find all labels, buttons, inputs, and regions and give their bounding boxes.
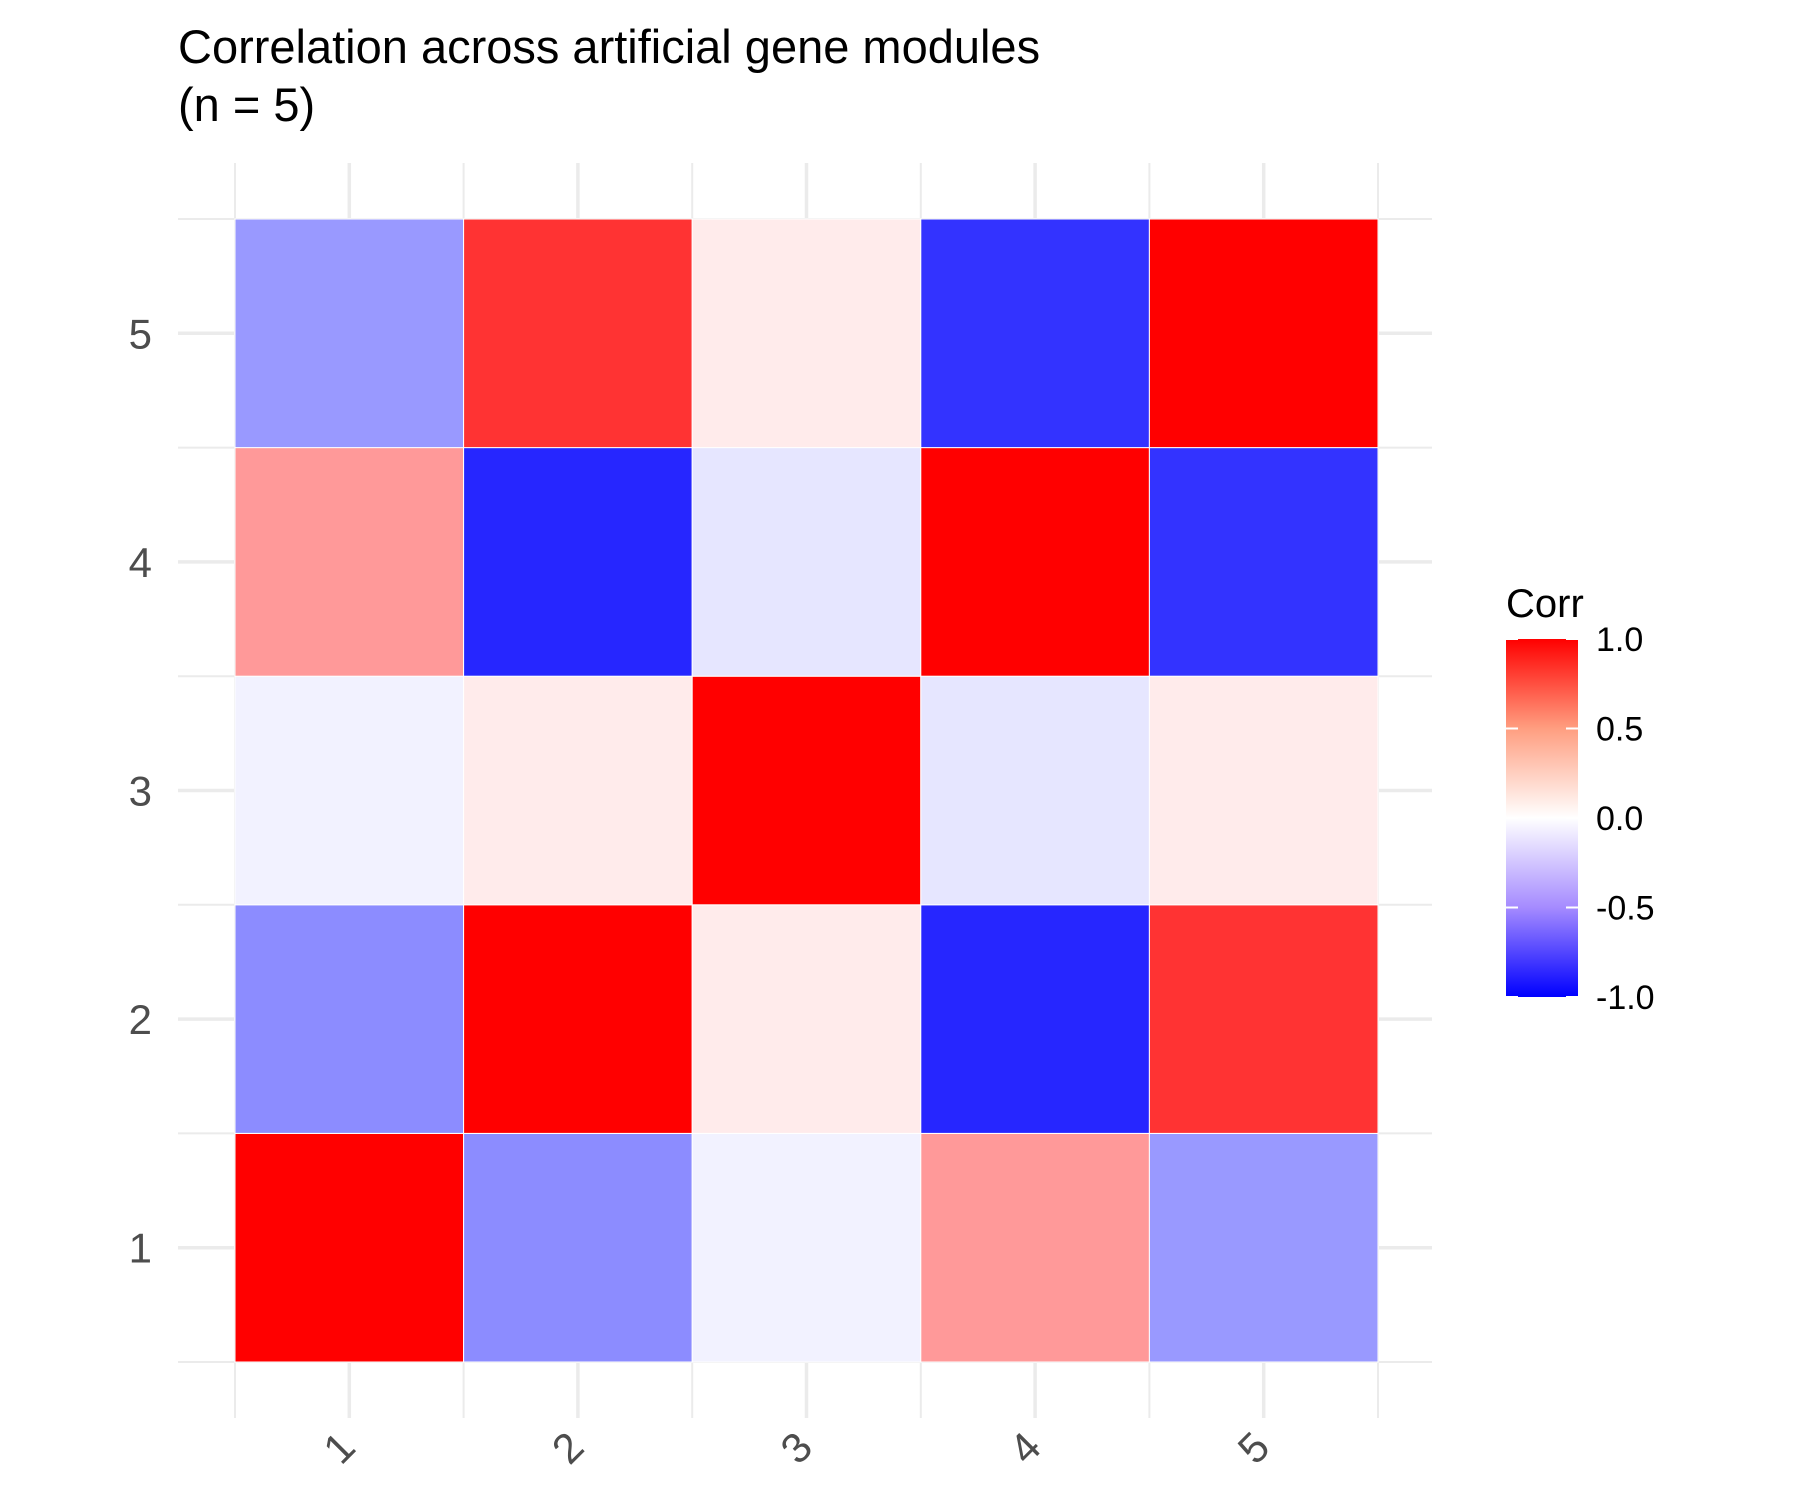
heatmap-cell-2-2 bbox=[463, 904, 693, 1134]
x-tick-label: 3 bbox=[771, 1423, 821, 1473]
heatmap-cell-5-5 bbox=[1148, 218, 1379, 449]
chart-title: Correlation across artificial gene modul… bbox=[178, 20, 1041, 131]
legend-tick-label: 0.5 bbox=[1596, 711, 1643, 749]
heatmap-cell-5-3 bbox=[1148, 675, 1379, 906]
y-tick-label: 5 bbox=[129, 310, 152, 357]
color-legend: Corr 1.0 0.5 0.0 -0.5 -1.0 bbox=[1506, 582, 1655, 1017]
heatmap-cell-2-4 bbox=[463, 447, 693, 677]
y-tick-label: 3 bbox=[129, 768, 152, 815]
legend-tick-label: 0.0 bbox=[1596, 800, 1643, 838]
heatmap-cell-2-1 bbox=[463, 1132, 693, 1363]
legend-tick-label: -1.0 bbox=[1596, 979, 1655, 1017]
heatmap-cell-1-1 bbox=[234, 1132, 465, 1363]
heatmap-cell-5-2 bbox=[1148, 904, 1379, 1134]
heatmap-cell-1-5 bbox=[234, 218, 465, 449]
heatmap-cell-1-4 bbox=[234, 447, 465, 677]
x-tick-label: 1 bbox=[314, 1423, 364, 1473]
heatmap-cell-4-5 bbox=[920, 218, 1150, 449]
heatmap-cell-3-2 bbox=[691, 904, 922, 1134]
heatmap-cell-3-3 bbox=[691, 675, 922, 906]
heatmap-cell-5-1 bbox=[1148, 1132, 1379, 1363]
legend-tick-label: -0.5 bbox=[1596, 890, 1655, 928]
heatmap-cell-5-4 bbox=[1148, 447, 1379, 677]
heatmap-cell-4-3 bbox=[920, 675, 1150, 906]
heatmap-cell-3-4 bbox=[691, 447, 922, 677]
x-tick-label: 5 bbox=[1229, 1423, 1279, 1473]
heatmap-cell-4-2 bbox=[920, 904, 1150, 1134]
heatmap-cell-2-5 bbox=[463, 218, 693, 449]
y-tick-label: 4 bbox=[129, 539, 152, 586]
legend-title: Corr bbox=[1506, 582, 1584, 626]
heatmap-cell-1-2 bbox=[234, 904, 465, 1134]
heatmap-cell-2-3 bbox=[463, 675, 693, 906]
x-tick-label: 4 bbox=[1000, 1423, 1050, 1473]
legend-tick-label: 1.0 bbox=[1596, 621, 1643, 659]
heatmap-cell-4-1 bbox=[920, 1132, 1150, 1363]
heatmap-cell-3-1 bbox=[691, 1132, 922, 1363]
y-tick-label: 2 bbox=[129, 996, 152, 1043]
heatmap-cells bbox=[234, 218, 1379, 1363]
heatmap-cell-1-3 bbox=[234, 675, 465, 906]
x-tick-label: 2 bbox=[543, 1423, 593, 1473]
heatmap-cell-4-4 bbox=[920, 447, 1150, 677]
heatmap-cell-3-5 bbox=[691, 218, 922, 449]
y-tick-label: 1 bbox=[129, 1225, 152, 1272]
